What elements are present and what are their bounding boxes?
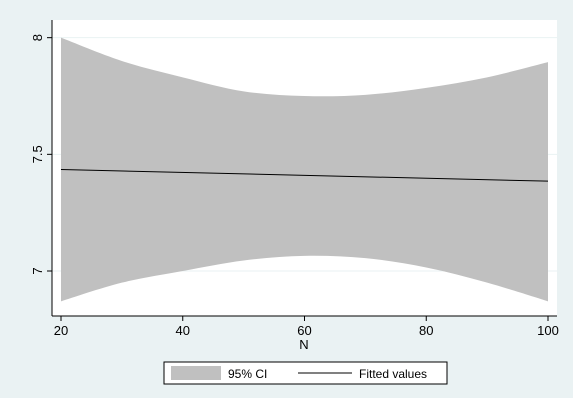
- legend-swatch-ci: [171, 366, 221, 380]
- ci-band: [61, 37, 548, 302]
- legend-label-fitted: Fitted values: [359, 367, 427, 381]
- x-axis-label: N: [299, 337, 308, 352]
- y-tick-label-0: 7: [30, 267, 45, 274]
- x-tick-label-3: 80: [419, 323, 433, 338]
- y-tick-label-2: 8: [30, 34, 45, 41]
- x-tick-label-4: 100: [537, 323, 559, 338]
- y-tick-label-1: 7.5: [30, 145, 45, 163]
- fitted-line-layer: [60, 169, 549, 182]
- x-tick-label-1: 40: [176, 323, 190, 338]
- x-tick-label-2: 60: [297, 323, 311, 338]
- x-tick-label-0: 20: [54, 323, 68, 338]
- legend-label-ci: 95% CI: [228, 367, 267, 381]
- legend: 95% CI Fitted values: [163, 361, 448, 385]
- ci-band-layer: [61, 37, 548, 302]
- axes: 7 7.5 8 20 40 60 80 100: [30, 20, 559, 338]
- fitted-line: [60, 169, 549, 182]
